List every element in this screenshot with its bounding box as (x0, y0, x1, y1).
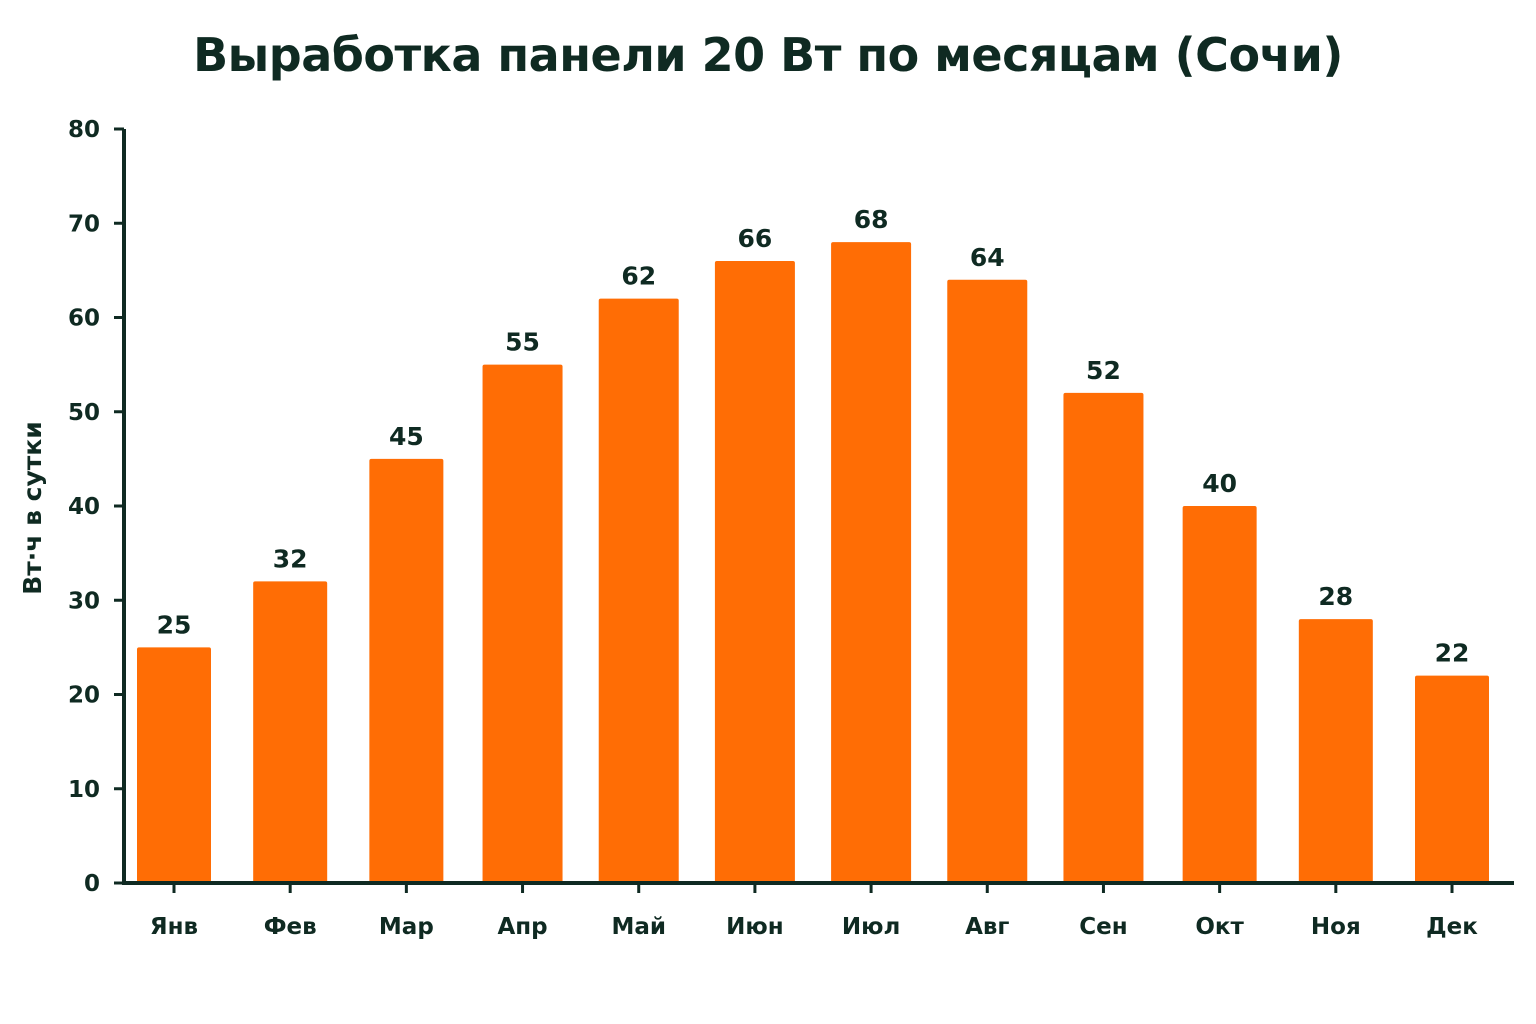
value-label: 55 (505, 328, 540, 357)
value-label: 25 (157, 610, 192, 639)
bar (947, 279, 1028, 883)
category-label: Апр (497, 914, 547, 940)
y-tick-label: 0 (84, 871, 100, 897)
category-label: Окт (1195, 914, 1244, 940)
category-labels: Янв Фев Мар Апр Май Июн Июл Авг Сен Окт Ноя Дек (150, 883, 1478, 940)
bar (1063, 392, 1144, 883)
bar (369, 458, 444, 883)
bar (482, 364, 563, 883)
bar (714, 260, 795, 883)
category-label: Ноя (1311, 914, 1361, 940)
y-tick-label: 30 (68, 588, 100, 614)
category-label: Июл (842, 914, 900, 940)
y-tick-label: 10 (68, 777, 100, 803)
y-tick-label: 60 (68, 306, 100, 332)
value-label: 64 (970, 243, 1005, 272)
value-label: 62 (621, 262, 656, 291)
bar (137, 647, 211, 883)
chart-title: Выработка панели 20 Вт по месяцам (Сочи) (193, 28, 1343, 82)
value-label: 22 (1435, 639, 1470, 668)
value-label: 28 (1318, 582, 1353, 611)
value-label: 40 (1202, 469, 1237, 498)
value-label: 66 (738, 224, 773, 253)
category-label: Июн (726, 914, 784, 940)
bar (831, 242, 912, 884)
y-tick-label: 80 (68, 117, 100, 143)
value-label: 68 (854, 205, 889, 234)
bar (1298, 619, 1373, 883)
y-axis-ticks: 0 10 20 30 40 50 60 70 80 (68, 117, 124, 897)
category-label: Авг (965, 914, 1009, 940)
bars (137, 242, 1489, 884)
y-tick-label: 20 (68, 683, 100, 709)
value-label: 52 (1086, 356, 1121, 385)
category-label: Дек (1426, 914, 1478, 940)
category-label: Янв (150, 914, 198, 940)
bar (253, 581, 328, 883)
category-label: Май (611, 914, 666, 940)
y-tick-label: 50 (68, 400, 100, 426)
bar (1415, 675, 1489, 883)
value-label: 32 (273, 544, 308, 573)
y-tick-label: 70 (68, 211, 100, 237)
value-labels: 25 32 45 55 62 66 68 64 52 40 28 22 (157, 205, 1470, 668)
value-label: 45 (389, 422, 424, 451)
bar (1182, 506, 1257, 883)
category-label: Сен (1079, 914, 1127, 940)
y-tick-label: 40 (68, 494, 100, 520)
y-axis-title: Вт·ч в сутки (18, 421, 47, 595)
category-label: Мар (379, 914, 434, 940)
category-label: Фев (264, 914, 317, 940)
bar (598, 298, 679, 883)
